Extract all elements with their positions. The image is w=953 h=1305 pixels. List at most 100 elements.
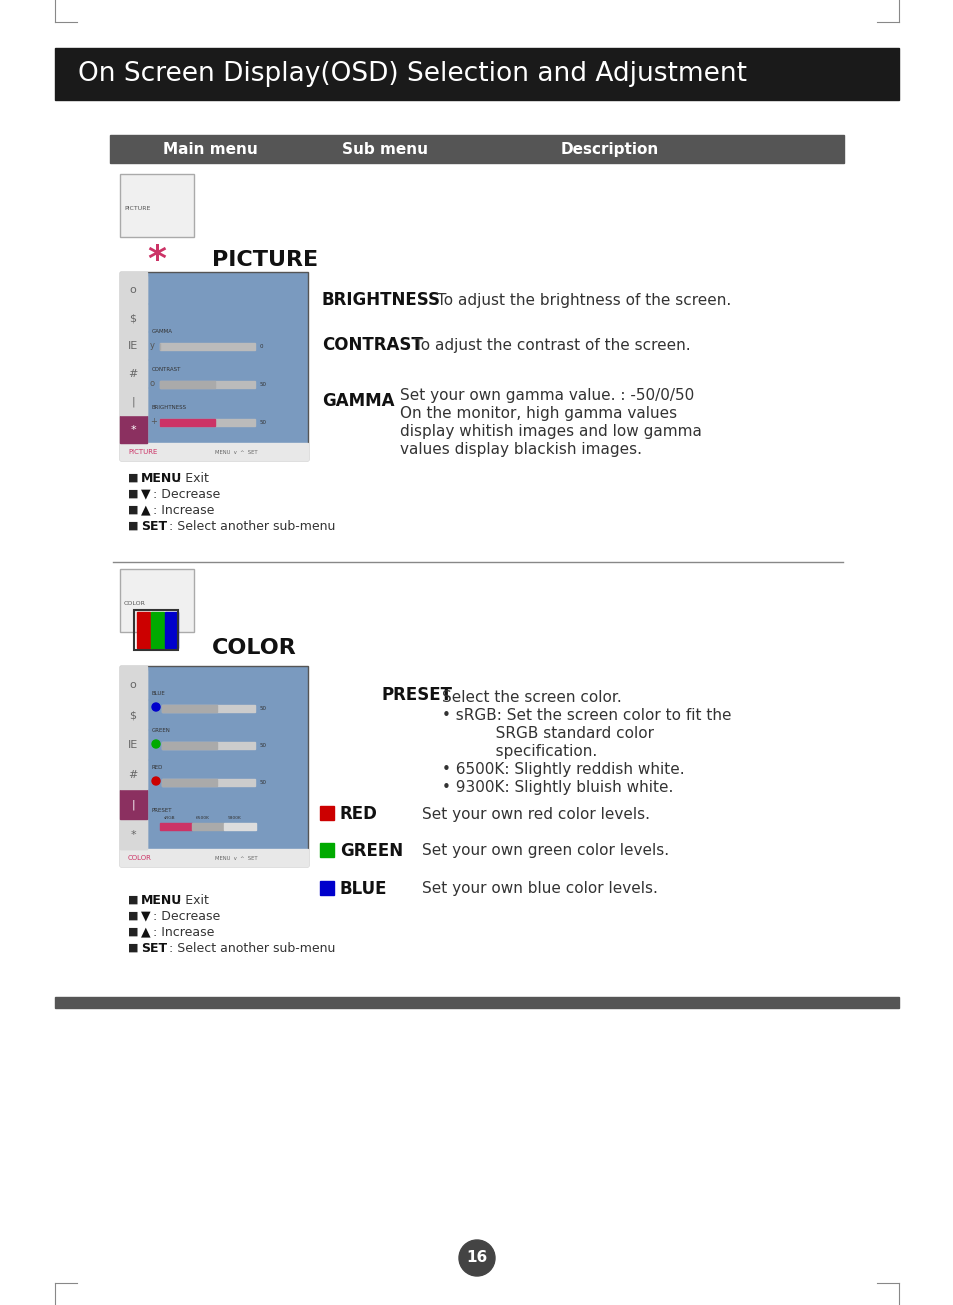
Text: +: +	[150, 416, 156, 425]
Text: CONTRAST: CONTRAST	[322, 335, 422, 354]
Text: GAMMA: GAMMA	[322, 392, 395, 410]
Bar	[120, 850, 308, 867]
Bar	[120, 360, 147, 388]
Text: PICTURE: PICTURE	[212, 251, 317, 270]
Circle shape	[152, 776, 160, 786]
Text: BRIGHTNESS: BRIGHTNESS	[152, 405, 187, 410]
Bar	[160, 381, 214, 388]
Text: y: y	[150, 341, 154, 350]
Text: PICTURE: PICTURE	[124, 205, 151, 210]
Bar	[120, 271, 308, 459]
Bar	[319, 806, 334, 820]
Text: Set your own gamma value. : -50/0/50: Set your own gamma value. : -50/0/50	[399, 388, 694, 403]
Text: Description: Description	[560, 141, 659, 157]
Text: o: o	[130, 284, 136, 295]
Text: To adjust the brightness of the screen.: To adjust the brightness of the screen.	[436, 292, 731, 308]
Bar	[120, 442, 308, 459]
Bar	[319, 843, 334, 857]
Text: BRIGHTNESS: BRIGHTNESS	[322, 291, 440, 309]
Bar	[160, 343, 254, 350]
Text: IE: IE	[128, 740, 138, 750]
Bar	[120, 304, 147, 331]
Bar	[120, 790, 147, 820]
Text: 50: 50	[260, 743, 267, 748]
Text: 50: 50	[260, 381, 267, 386]
Text: : Increase: : Increase	[152, 925, 214, 938]
Text: • 9300K: Slightly bluish white.: • 9300K: Slightly bluish white.	[441, 780, 673, 795]
Bar	[162, 705, 216, 713]
Text: To adjust the contrast of the screen.: To adjust the contrast of the screen.	[414, 338, 690, 352]
Bar	[120, 388, 147, 415]
Text: COLOR: COLOR	[124, 600, 146, 606]
Bar	[120, 569, 193, 632]
Bar	[137, 612, 150, 649]
Circle shape	[152, 740, 160, 748]
Bar	[120, 331, 147, 359]
Bar	[162, 743, 216, 749]
Bar	[120, 174, 193, 238]
Text: ▼: ▼	[141, 488, 151, 501]
Text: COLOR: COLOR	[212, 638, 296, 658]
Text: Set your own red color levels.: Set your own red color levels.	[421, 806, 649, 822]
Text: MENU: MENU	[141, 894, 182, 907]
Text: specification.: specification.	[441, 744, 597, 760]
Bar	[120, 416, 147, 442]
Text: ▼: ▼	[141, 910, 151, 923]
Bar	[120, 669, 147, 699]
Text: RED: RED	[339, 805, 377, 823]
Text: MENU  v  ^  SET: MENU v ^ SET	[214, 449, 257, 454]
Bar	[162, 705, 254, 713]
Text: sRGB: sRGB	[164, 816, 175, 820]
Text: ▲: ▲	[141, 925, 151, 938]
Bar	[120, 760, 147, 790]
Bar	[151, 612, 164, 649]
Text: 16: 16	[466, 1250, 487, 1266]
Circle shape	[152, 703, 160, 711]
Text: Main menu: Main menu	[162, 141, 257, 157]
Text: GREEN: GREEN	[152, 727, 171, 732]
Bar	[162, 743, 254, 749]
Text: *: *	[130, 830, 135, 840]
Bar	[160, 823, 192, 830]
Text: : Exit: : Exit	[177, 471, 209, 484]
Text: 50: 50	[260, 779, 267, 784]
Text: ■: ■	[128, 489, 138, 499]
Text: Set your own green color levels.: Set your own green color levels.	[421, 843, 668, 859]
Text: • 6500K: Slightly reddish white.: • 6500K: Slightly reddish white.	[441, 762, 684, 776]
Bar	[120, 275, 147, 303]
Text: SRGB standard color: SRGB standard color	[441, 726, 654, 741]
Text: : Select another sub-menu: : Select another sub-menu	[169, 519, 335, 532]
Bar	[165, 612, 178, 649]
Bar	[162, 779, 254, 786]
Bar	[224, 823, 255, 830]
Text: ■: ■	[128, 472, 138, 483]
Text: ■: ■	[128, 944, 138, 953]
Text: ■: ■	[128, 521, 138, 531]
Text: • sRGB: Set the screen color to fit the: • sRGB: Set the screen color to fit the	[441, 709, 731, 723]
Text: SET: SET	[141, 941, 167, 954]
Text: ■: ■	[128, 927, 138, 937]
Text: 50: 50	[260, 706, 267, 710]
Text: Sub menu: Sub menu	[341, 141, 428, 157]
Text: : Exit: : Exit	[177, 894, 209, 907]
Text: BLUE: BLUE	[152, 690, 166, 696]
Text: ■: ■	[128, 505, 138, 515]
Text: On the monitor, high gamma values: On the monitor, high gamma values	[399, 406, 677, 422]
Text: RED: RED	[152, 765, 163, 770]
Text: 6500K: 6500K	[195, 816, 210, 820]
Bar	[319, 881, 334, 895]
Text: 50: 50	[260, 419, 267, 424]
Text: : Increase: : Increase	[152, 504, 214, 517]
Text: #: #	[128, 369, 137, 378]
Circle shape	[458, 1240, 495, 1276]
Text: PRESET: PRESET	[152, 809, 172, 813]
Text: : Select another sub-menu: : Select another sub-menu	[169, 941, 335, 954]
Text: ■: ■	[128, 911, 138, 921]
Text: *: *	[130, 425, 135, 435]
Text: GAMMA: GAMMA	[152, 329, 172, 334]
Bar	[120, 666, 147, 850]
Text: 9300K: 9300K	[228, 816, 241, 820]
Text: |: |	[132, 800, 134, 810]
Text: COLOR: COLOR	[128, 855, 152, 861]
Text: display whitish images and low gamma: display whitish images and low gamma	[399, 424, 701, 438]
